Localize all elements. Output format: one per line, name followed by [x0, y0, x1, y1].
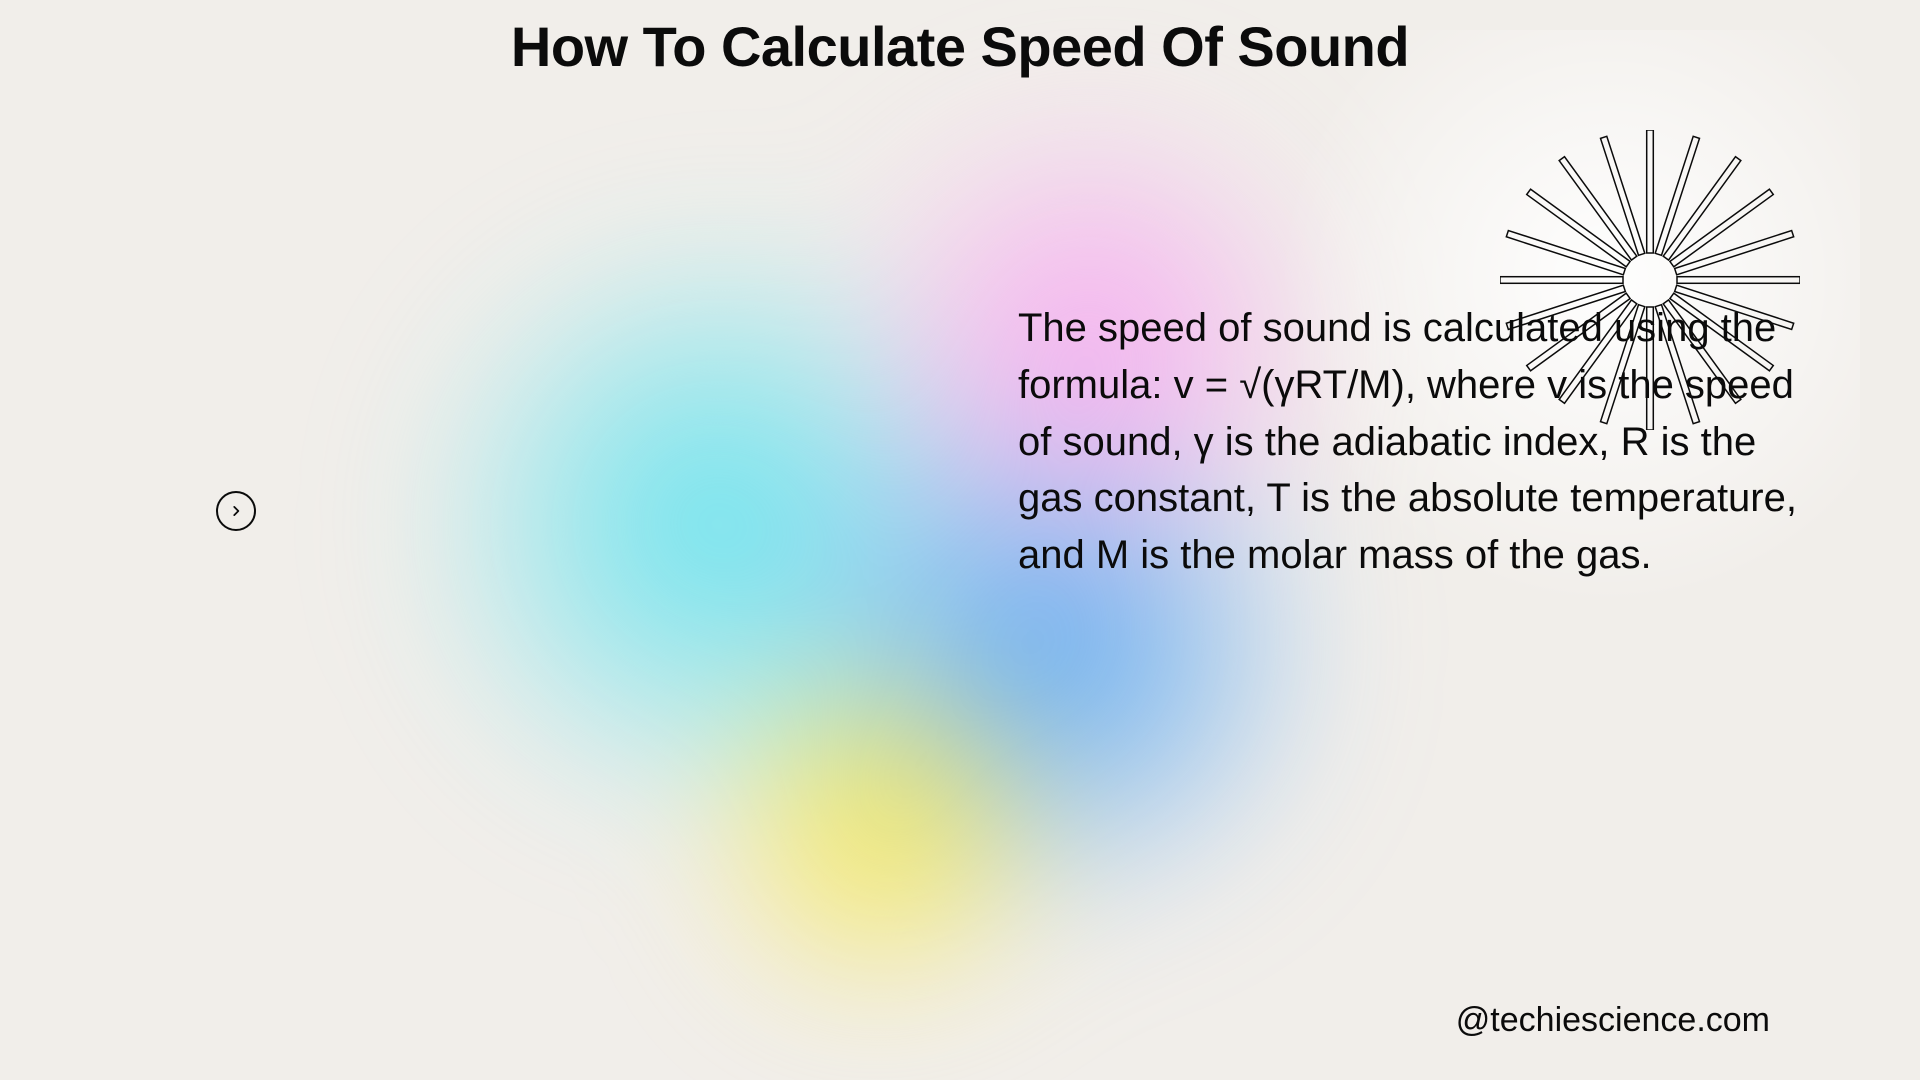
- body-text: The speed of sound is calculated using t…: [1018, 300, 1818, 584]
- next-button[interactable]: [216, 491, 256, 531]
- blob-cyan: [330, 179, 1100, 868]
- chevron-right-icon: [229, 504, 243, 518]
- page-title: How To Calculate Speed Of Sound: [0, 14, 1920, 79]
- blob-yellow: [643, 615, 1119, 1042]
- page-canvas: How To Calculate Speed Of Sound The spee…: [0, 0, 1920, 1080]
- attribution-text: @techiescience.com: [1456, 1001, 1770, 1040]
